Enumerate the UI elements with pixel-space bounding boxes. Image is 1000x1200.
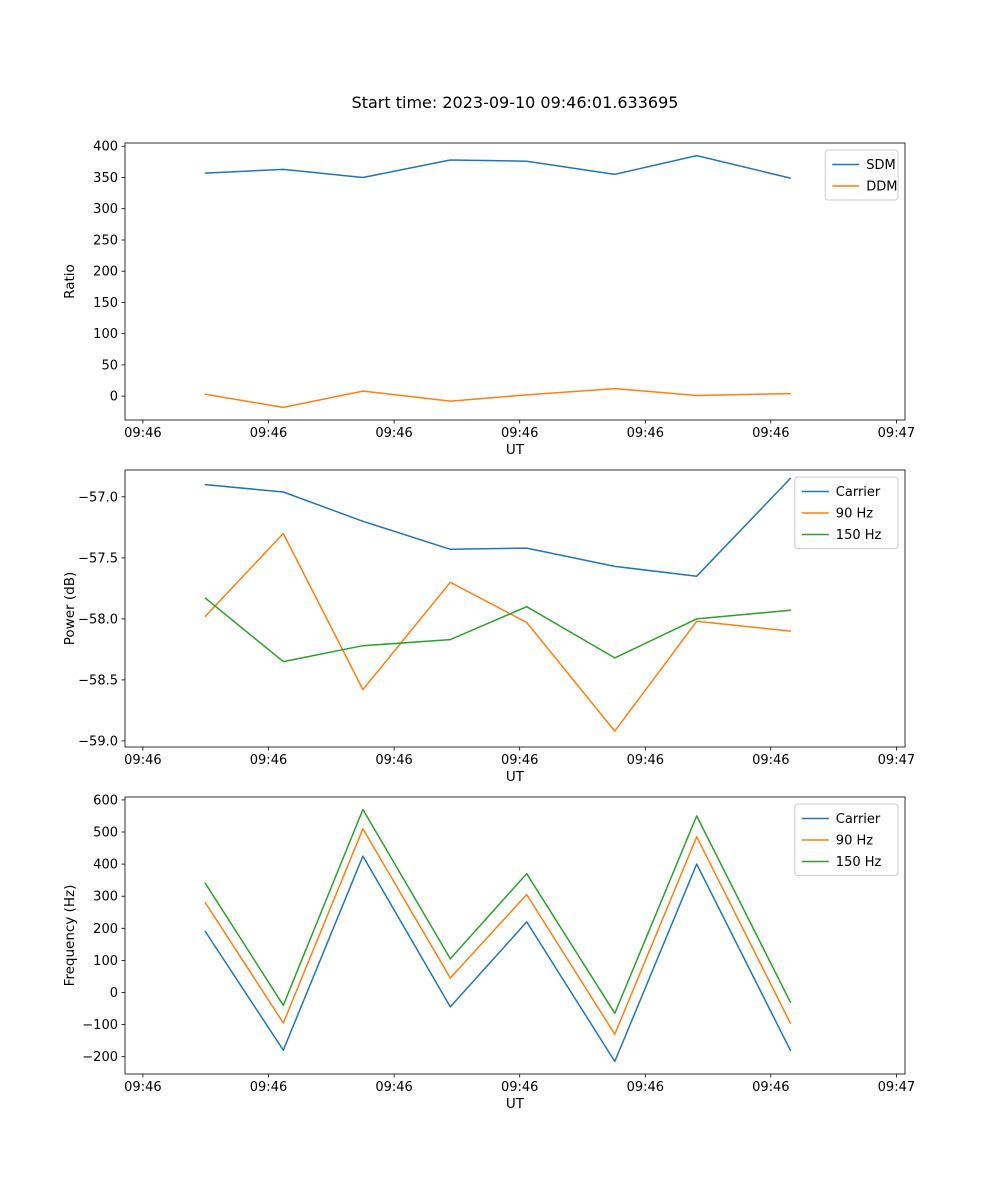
y-tick-label: −59.0 bbox=[78, 734, 118, 749]
x-tick-label: 09:47 bbox=[878, 753, 915, 768]
legend-label: Carrier bbox=[836, 485, 881, 500]
y-tick-label: 100 bbox=[93, 954, 118, 969]
x-tick-label: 09:46 bbox=[501, 1080, 538, 1095]
legend-label: 150 Hz bbox=[836, 528, 882, 543]
series-line-90-hz bbox=[204, 532, 792, 732]
x-tick-label: 09:46 bbox=[124, 753, 161, 768]
y-tick-label: 300 bbox=[93, 890, 118, 905]
y-tick-label: 200 bbox=[93, 922, 118, 937]
legend-label: 90 Hz bbox=[836, 834, 873, 849]
x-tick-label: 09:46 bbox=[752, 753, 789, 768]
x-tick-label: 09:46 bbox=[375, 753, 412, 768]
y-tick-label: 0 bbox=[110, 986, 118, 1001]
axes-frame bbox=[124, 469, 906, 748]
y-tick-label: −57.5 bbox=[78, 551, 118, 566]
legend-label: DDM bbox=[866, 180, 897, 195]
subplot-ratio: 0 50 100 150 200 250 300 350 400 09:46 09:46 09:46 0… bbox=[62, 140, 915, 458]
axes-frame bbox=[124, 142, 906, 421]
x-tick-label: 09:46 bbox=[627, 753, 664, 768]
legend-label: Carrier bbox=[836, 812, 881, 827]
y-tick-label: −200 bbox=[82, 1050, 118, 1065]
y-tick-label: 400 bbox=[93, 858, 118, 873]
x-axis-label: UT bbox=[506, 442, 525, 458]
x-tick-label: 09:46 bbox=[250, 426, 287, 441]
series-line-150-hz bbox=[204, 597, 792, 663]
y-tick-label: 500 bbox=[93, 826, 118, 841]
x-tick-label: 09:46 bbox=[501, 426, 538, 441]
series-line-90-hz bbox=[204, 828, 792, 1035]
y-tick-label: 250 bbox=[93, 234, 118, 249]
x-tick-label: 09:46 bbox=[627, 1080, 664, 1095]
legend-frame bbox=[794, 803, 899, 876]
x-tick-label: 09:46 bbox=[375, 1080, 412, 1095]
series-line-sdm bbox=[204, 154, 792, 179]
y-axis-label: Power (dB) bbox=[62, 572, 78, 645]
chart-title: Start time: 2023-09-10 09:46:01.633695 bbox=[351, 93, 679, 112]
y-tick-label: 50 bbox=[101, 358, 118, 373]
subplot-power-db: −59.0 −58.5 −58.0 −57.5 −57.0 09:46 09:46 09:46… bbox=[62, 469, 915, 785]
x-tick-label: 09:46 bbox=[627, 426, 664, 441]
x-tick-label: 09:46 bbox=[501, 753, 538, 768]
x-tick-label: 09:46 bbox=[250, 1080, 287, 1095]
series-line-ddm bbox=[204, 387, 792, 409]
legend-entry-150-hz: 150 Hz bbox=[801, 528, 882, 543]
x-tick-label: 09:46 bbox=[752, 1080, 789, 1095]
legend: Carrier 90 Hz 150 Hz bbox=[794, 476, 899, 549]
x-tick-label: 09:46 bbox=[250, 753, 287, 768]
legend-label: 90 Hz bbox=[836, 507, 873, 522]
y-tick-label: 0 bbox=[110, 390, 118, 405]
axes-frame bbox=[124, 796, 906, 1075]
legend-entry-sdm: SDM bbox=[832, 158, 896, 173]
y-tick-label: 400 bbox=[93, 140, 118, 155]
series-line-carrier bbox=[204, 855, 792, 1063]
legend-frame bbox=[794, 476, 899, 549]
legend-entry-90-hz: 90 Hz bbox=[801, 507, 873, 522]
y-axis-label: Ratio bbox=[62, 264, 78, 299]
series-line-150-hz bbox=[204, 808, 792, 1015]
legend-entry-carrier: Carrier bbox=[801, 485, 881, 500]
x-tick-label: 09:46 bbox=[124, 426, 161, 441]
y-tick-label: 300 bbox=[93, 202, 118, 217]
y-tick-label: −58.5 bbox=[78, 673, 118, 688]
y-tick-label: −100 bbox=[82, 1018, 118, 1033]
y-tick-label: 350 bbox=[93, 171, 118, 186]
y-tick-label: 600 bbox=[93, 793, 118, 808]
legend-entry-150-hz: 150 Hz bbox=[801, 855, 882, 870]
x-axis-label: UT bbox=[506, 769, 525, 785]
x-axis-label: UT bbox=[506, 1096, 525, 1112]
legend-label: 150 Hz bbox=[836, 855, 882, 870]
series-line-carrier bbox=[204, 477, 792, 577]
legend-frame bbox=[824, 149, 899, 201]
x-tick-label: 09:46 bbox=[124, 1080, 161, 1095]
legend-entry-90-hz: 90 Hz bbox=[801, 834, 873, 849]
x-tick-label: 09:46 bbox=[375, 426, 412, 441]
y-tick-label: 200 bbox=[93, 265, 118, 280]
y-tick-label: −57.0 bbox=[78, 490, 118, 505]
legend-label: SDM bbox=[866, 158, 895, 173]
x-tick-label: 09:46 bbox=[752, 426, 789, 441]
x-tick-label: 09:47 bbox=[878, 1080, 915, 1095]
x-tick-label: 09:47 bbox=[878, 426, 915, 441]
subplot-frequency-hz: −200 −100 0 100 200 300 400 500 600 09:46 09:46 09:… bbox=[62, 793, 915, 1112]
y-tick-label: −58.0 bbox=[78, 612, 118, 627]
legend-entry-ddm: DDM bbox=[832, 180, 897, 195]
y-tick-label: 100 bbox=[93, 327, 118, 342]
y-tick-label: 150 bbox=[93, 296, 118, 311]
y-axis-label: Frequency (Hz) bbox=[62, 885, 78, 987]
legend-entry-carrier: Carrier bbox=[801, 812, 881, 827]
legend: SDM DDM bbox=[824, 149, 899, 201]
legend: Carrier 90 Hz 150 Hz bbox=[794, 803, 899, 876]
